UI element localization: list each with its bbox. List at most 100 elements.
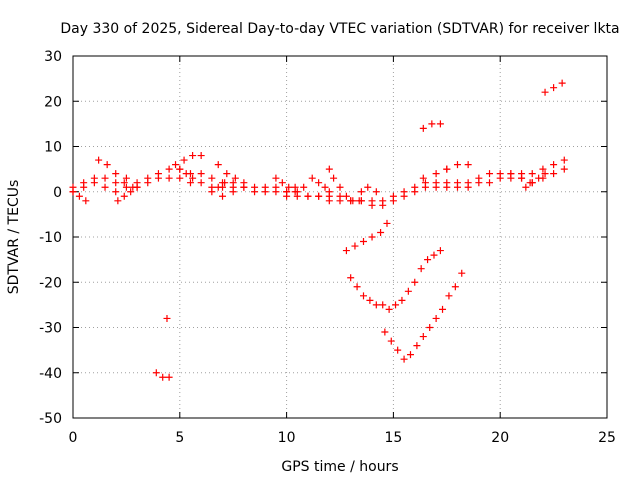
y-tick-label: -10 xyxy=(39,230,62,246)
data-point xyxy=(330,174,338,182)
data-point xyxy=(539,165,547,173)
data-point xyxy=(122,183,130,191)
data-point xyxy=(325,188,333,196)
series-arc-5 xyxy=(176,165,197,182)
data-point xyxy=(432,183,440,191)
data-point xyxy=(419,174,427,182)
data-point xyxy=(383,219,391,227)
data-point xyxy=(197,152,205,160)
data-point xyxy=(285,183,293,191)
data-point xyxy=(342,192,350,200)
data-point xyxy=(112,188,120,196)
data-point xyxy=(300,183,308,191)
x-tick-label: 10 xyxy=(278,430,296,446)
data-point xyxy=(535,174,543,182)
data-point xyxy=(387,337,395,345)
data-point xyxy=(304,192,312,200)
data-point xyxy=(424,256,432,264)
series-arc-18 xyxy=(522,170,549,191)
data-point xyxy=(221,179,229,187)
data-point xyxy=(127,188,135,196)
data-point xyxy=(336,183,344,191)
data-point xyxy=(458,269,466,277)
data-point xyxy=(379,301,387,309)
data-point xyxy=(372,301,380,309)
series-arc-14 xyxy=(357,183,380,196)
data-point xyxy=(550,84,558,92)
data-point xyxy=(464,161,472,169)
data-point xyxy=(75,192,83,200)
data-point xyxy=(101,183,109,191)
data-point xyxy=(101,174,109,182)
data-point xyxy=(114,197,122,205)
data-point xyxy=(400,192,408,200)
data-point xyxy=(436,247,444,255)
data-point xyxy=(364,183,372,191)
data-point xyxy=(154,174,162,182)
data-point xyxy=(293,192,301,200)
data-point xyxy=(560,165,568,173)
series-arc-4 xyxy=(172,152,205,169)
data-point xyxy=(528,179,536,187)
data-point xyxy=(417,265,425,273)
data-point xyxy=(214,161,222,169)
data-point xyxy=(165,373,173,381)
series-arc-24 xyxy=(163,314,171,322)
data-point xyxy=(272,188,280,196)
data-point xyxy=(325,197,333,205)
data-point xyxy=(445,292,453,300)
data-point xyxy=(355,197,363,205)
data-point xyxy=(353,283,361,291)
x-tick-label: 0 xyxy=(69,430,78,446)
data-point xyxy=(558,79,566,87)
data-point xyxy=(80,183,88,191)
data-point xyxy=(182,170,190,178)
data-point xyxy=(366,296,374,304)
data-point xyxy=(411,188,419,196)
data-point xyxy=(133,183,141,191)
data-point xyxy=(413,342,421,350)
data-point xyxy=(214,183,222,191)
data-point xyxy=(496,174,504,182)
data-point xyxy=(426,324,434,331)
data-point xyxy=(325,165,333,173)
data-point xyxy=(453,161,461,169)
data-point xyxy=(392,301,400,309)
data-point xyxy=(176,174,184,182)
data-point xyxy=(315,192,323,200)
data-point xyxy=(112,179,120,187)
series-arc-16 xyxy=(443,161,472,173)
data-point xyxy=(240,183,248,191)
data-point xyxy=(186,179,194,187)
data-point xyxy=(404,287,412,295)
series-arc-7 xyxy=(214,161,239,182)
data-point xyxy=(144,179,152,187)
grid xyxy=(73,56,607,418)
data-point xyxy=(336,197,344,205)
data-point xyxy=(406,351,414,359)
y-tick-label: 0 xyxy=(53,185,62,201)
data-point xyxy=(385,305,393,313)
y-tick-label: -20 xyxy=(39,275,62,291)
data-point xyxy=(351,242,359,250)
data-point xyxy=(172,161,180,169)
data-point xyxy=(82,197,90,205)
data-point xyxy=(342,247,350,255)
data-point xyxy=(368,233,376,241)
series-arc-2 xyxy=(95,156,137,191)
data-point xyxy=(453,183,461,191)
series-arc-25 xyxy=(152,369,173,381)
data-point xyxy=(432,170,440,178)
data-point xyxy=(528,170,536,178)
y-tick-label: -50 xyxy=(39,411,62,427)
data-point xyxy=(398,296,406,304)
data-point xyxy=(291,183,299,191)
data-point xyxy=(231,174,239,182)
data-point xyxy=(550,170,558,178)
data-point xyxy=(451,283,459,291)
data-point xyxy=(208,188,216,196)
data-point xyxy=(359,292,367,300)
data-point xyxy=(394,346,402,354)
data-point xyxy=(229,188,237,196)
y-tick-label: 20 xyxy=(44,94,62,110)
